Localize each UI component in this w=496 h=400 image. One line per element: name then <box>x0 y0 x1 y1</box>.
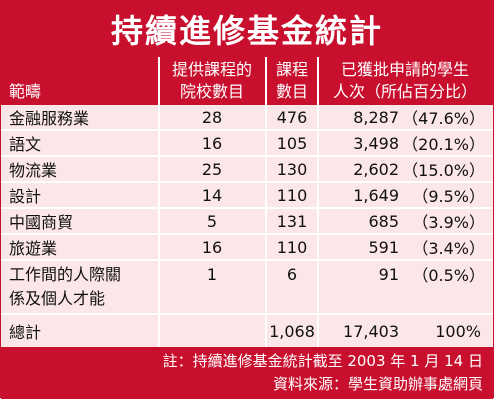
row-applicants-count: 2,602 <box>353 159 399 179</box>
total-institutions <box>159 315 265 347</box>
row-category: 旅遊業 <box>9 239 58 258</box>
row-applicants-percent: （47.6%） <box>402 109 485 128</box>
column-divider <box>158 57 160 347</box>
row-applicants-count: 8,287 <box>353 107 399 127</box>
table-row: 中國商貿 5 131 685 （3.9%） <box>1 209 493 235</box>
table-row: 設計 14 110 1,649 （9.5%） <box>1 183 493 209</box>
header-courses-line1: 課程 <box>275 60 308 79</box>
header-courses: 課程 數目 <box>267 57 317 105</box>
table-row: 物流業 25 130 2,602 （15.0%） <box>1 157 493 183</box>
table-row: 金融服務業 28 476 8,287 （47.6%） <box>1 105 493 131</box>
column-divider <box>265 57 267 347</box>
row-category: 金融服務業 <box>9 109 90 128</box>
header-courses-line2: 數目 <box>275 82 308 101</box>
total-applicants-count: 17,403 <box>343 321 399 341</box>
row-institutions: 1 <box>206 264 218 284</box>
row-applicants-count: 3,498 <box>353 133 399 153</box>
footer: 註：持續進修基金統計截至 2003 年 1 月 14 日 資料來源：學生資助辦事… <box>1 347 493 399</box>
table-header <box>1 57 493 105</box>
row-courses: 110 <box>276 237 308 257</box>
row-category: 工作間的人際關 係及個人才能 <box>9 261 159 313</box>
row-applicants-count: 591 <box>368 237 399 257</box>
table-row: 工作間的人際關 係及個人才能 1 6 91 （0.5%） <box>1 261 493 315</box>
row-applicants-percent: （3.9%） <box>412 213 485 232</box>
row-institutions: 5 <box>206 211 218 231</box>
total-row: 總計 1,068 17,403 100% <box>1 315 493 347</box>
row-applicants-percent: （15.0%） <box>402 161 485 180</box>
header-institutions-line1: 提供課程的 <box>171 60 252 79</box>
row-institutions: 14 <box>201 185 223 205</box>
column-divider <box>317 57 319 347</box>
row-applicants-percent: （3.4%） <box>412 239 485 258</box>
header-category: 範疇 <box>9 82 42 101</box>
row-courses: 6 <box>286 264 298 284</box>
header-applicants-line1: 已獲批申請的學生 <box>340 60 469 79</box>
footer-source: 資料來源：學生資助辦事處網頁 <box>272 375 483 393</box>
header-institutions-line2: 院校數目 <box>179 82 244 101</box>
row-category: 設計 <box>9 187 42 206</box>
total-courses: 1,068 <box>269 321 315 341</box>
table-row: 語文 16 105 3,498 （20.1%） <box>1 131 493 157</box>
row-category: 物流業 <box>9 161 58 180</box>
header-institutions: 提供課程的 院校數目 <box>159 57 265 105</box>
header-applicants-line2: 人次（所佔百分比） <box>332 82 477 101</box>
row-category-line1: 工作間的人際關 <box>9 265 122 284</box>
row-institutions: 16 <box>201 237 223 257</box>
table-row: 旅遊業 16 110 591 （3.4%） <box>1 235 493 261</box>
row-applicants-percent: （20.1%） <box>402 135 485 154</box>
total-label: 總計 <box>9 323 42 342</box>
row-applicants-count: 1,649 <box>353 185 399 205</box>
row-applicants-count: 91 <box>378 264 399 284</box>
row-applicants-percent: （9.5%） <box>412 187 485 206</box>
page-title: 持續進修基金統計 <box>1 1 493 57</box>
row-applicants-percent: （0.5%） <box>412 266 485 285</box>
row-institutions: 28 <box>201 107 223 127</box>
row-courses: 105 <box>276 133 308 153</box>
row-institutions: 16 <box>201 133 223 153</box>
row-courses: 130 <box>276 159 308 179</box>
row-courses: 476 <box>276 107 308 127</box>
footer-note: 註：持續進修基金統計截至 2003 年 1 月 14 日 <box>162 352 483 370</box>
header-applicants: 已獲批申請的學生 人次（所佔百分比） <box>319 57 491 105</box>
total-applicants-percent: 100% <box>435 321 481 341</box>
row-courses: 131 <box>276 211 308 231</box>
row-category: 語文 <box>9 135 42 154</box>
row-category: 中國商貿 <box>9 213 74 232</box>
row-applicants-count: 685 <box>368 211 399 231</box>
row-courses: 110 <box>276 185 308 205</box>
row-institutions: 25 <box>201 159 223 179</box>
row-category-line2: 係及個人才能 <box>9 289 106 308</box>
